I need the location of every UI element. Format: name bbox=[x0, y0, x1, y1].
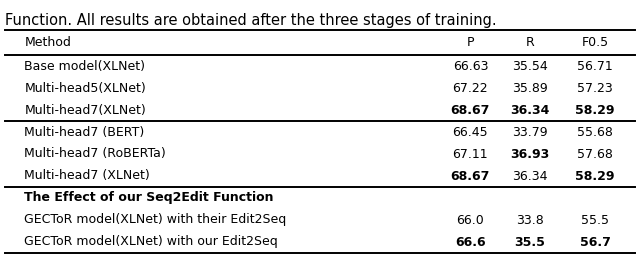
Text: F0.5: F0.5 bbox=[582, 36, 609, 49]
Text: 35.5: 35.5 bbox=[515, 235, 545, 249]
Text: 56.7: 56.7 bbox=[580, 235, 611, 249]
Text: 66.45: 66.45 bbox=[452, 125, 488, 139]
Text: P: P bbox=[467, 36, 474, 49]
Text: GECToR model(XLNet) with our Edit2Seq: GECToR model(XLNet) with our Edit2Seq bbox=[24, 235, 278, 249]
Text: 35.89: 35.89 bbox=[512, 81, 548, 95]
Text: 57.68: 57.68 bbox=[577, 148, 613, 161]
Text: R: R bbox=[525, 36, 534, 49]
Text: 68.67: 68.67 bbox=[451, 170, 490, 182]
Text: 55.5: 55.5 bbox=[581, 214, 609, 226]
Text: 58.29: 58.29 bbox=[575, 104, 615, 116]
Text: 36.34: 36.34 bbox=[510, 104, 550, 116]
Text: 36.34: 36.34 bbox=[512, 170, 548, 182]
Text: 35.54: 35.54 bbox=[512, 60, 548, 72]
Text: Function. All results are obtained after the three stages of training.: Function. All results are obtained after… bbox=[5, 13, 497, 28]
Text: 67.11: 67.11 bbox=[452, 148, 488, 161]
Text: 66.0: 66.0 bbox=[456, 214, 484, 226]
Text: Method: Method bbox=[24, 36, 71, 49]
Text: 57.23: 57.23 bbox=[577, 81, 613, 95]
Text: 67.22: 67.22 bbox=[452, 81, 488, 95]
Text: Base model(XLNet): Base model(XLNet) bbox=[24, 60, 145, 72]
Text: Multi-head7 (RoBERTa): Multi-head7 (RoBERTa) bbox=[24, 148, 166, 161]
Text: 36.93: 36.93 bbox=[510, 148, 550, 161]
Text: 58.29: 58.29 bbox=[575, 170, 615, 182]
Text: 55.68: 55.68 bbox=[577, 125, 613, 139]
Text: 33.8: 33.8 bbox=[516, 214, 544, 226]
Text: 66.63: 66.63 bbox=[452, 60, 488, 72]
Text: Multi-head7 (BERT): Multi-head7 (BERT) bbox=[24, 125, 145, 139]
Text: GECToR model(XLNet) with their Edit2Seq: GECToR model(XLNet) with their Edit2Seq bbox=[24, 214, 287, 226]
Text: 33.79: 33.79 bbox=[512, 125, 548, 139]
Text: The Effect of our Seq2Edit Function: The Effect of our Seq2Edit Function bbox=[24, 191, 274, 205]
Text: Multi-head7(XLNet): Multi-head7(XLNet) bbox=[24, 104, 146, 116]
Text: 66.6: 66.6 bbox=[455, 235, 486, 249]
Text: 68.67: 68.67 bbox=[451, 104, 490, 116]
Text: 56.71: 56.71 bbox=[577, 60, 613, 72]
Text: Multi-head7 (XLNet): Multi-head7 (XLNet) bbox=[24, 170, 150, 182]
Text: Multi-head5(XLNet): Multi-head5(XLNet) bbox=[24, 81, 146, 95]
